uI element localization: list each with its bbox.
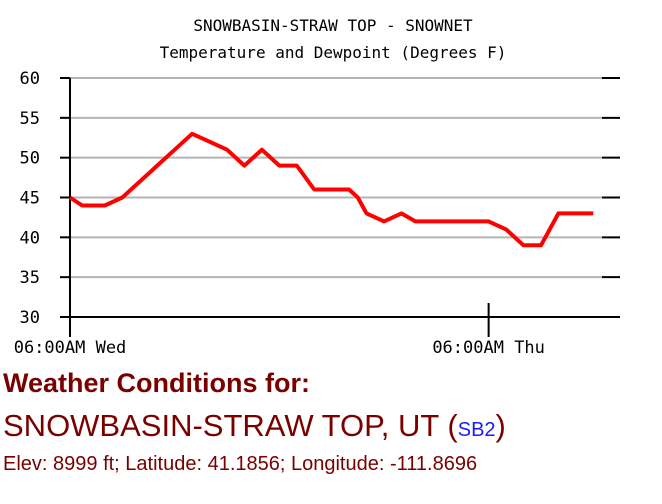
chart-title: SNOWBASIN-STRAW TOP - SNOWNET [193,16,473,35]
station-name-close: ) [495,408,506,443]
y-tick-label-35: 35 [20,268,40,288]
y-tick-label-40: 40 [20,228,40,248]
y-tick-label-60: 60 [20,69,40,89]
temperature-chart: SNOWBASIN-STRAW TOP - SNOWNET Temperatur… [14,16,620,358]
y-tick-labels: 30 35 40 45 50 55 60 [20,69,40,328]
temperature-series-line [68,131,594,248]
station-name-text: SNOWBASIN-STRAW TOP, UT ( [3,408,458,443]
chart-subtitle: Temperature and Dewpoint (Degrees F) [160,43,507,62]
y-tick-label-50: 50 [20,149,40,169]
y-tick-label-30: 30 [20,308,40,328]
x-tick-label-1: 06:00AM Thu [432,338,545,358]
x-tick-label-0: 06:00AM Wed [14,338,127,358]
grid-lines [70,77,602,279]
station-location: Elev: 8999 ft; Latitude: 41.1856; Longit… [3,453,478,475]
x-ticks: 06:00AM Wed 06:00AM Thu [14,303,545,358]
axes [60,77,620,319]
station-name: SNOWBASIN-STRAW TOP, UT (SB2) [3,408,506,444]
y-tick-label-55: 55 [20,109,40,129]
y-tick-label-45: 45 [20,189,40,209]
conditions-heading: Weather Conditions for: [3,368,310,398]
station-id-link[interactable]: SB2 [457,419,496,441]
